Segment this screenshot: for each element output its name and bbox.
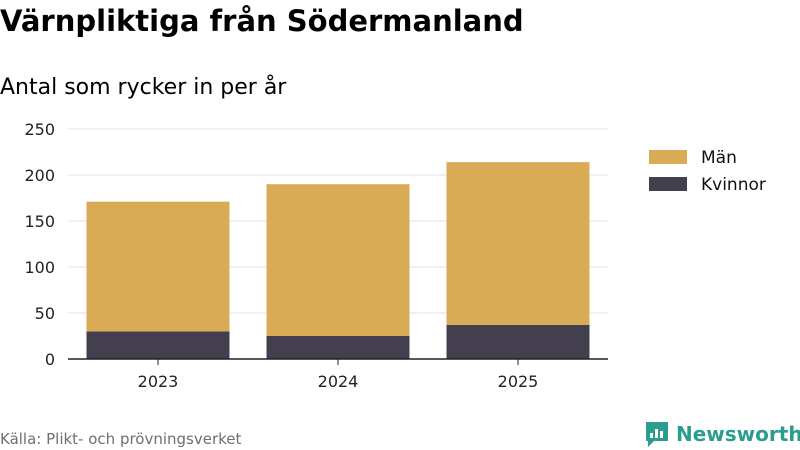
- y-tick-label: 200: [24, 166, 55, 185]
- chart-subtitle: Antal som rycker in per år: [0, 75, 287, 100]
- y-tick-label: 150: [24, 212, 55, 231]
- brand-logo[interactable]: Newsworthy: [644, 420, 800, 448]
- x-tick-label: 2025: [498, 372, 539, 391]
- y-tick-label: 50: [35, 304, 55, 323]
- bar-kvinnor-2023: [86, 331, 230, 359]
- newsworthy-logo-icon: [646, 422, 668, 447]
- y-tick-label: 250: [24, 120, 55, 139]
- brand-name: Newsworthy: [676, 422, 800, 446]
- bar-man-2025: [446, 162, 590, 325]
- legend-label: Män: [701, 148, 737, 168]
- bar-kvinnor-2024: [266, 336, 410, 359]
- y-tick-label: 0: [45, 350, 55, 369]
- bar-kvinnor-2025: [446, 324, 590, 359]
- legend-swatch: [649, 150, 687, 164]
- bar-man-2024: [266, 184, 410, 336]
- source-note: Källa: Plikt- och prövningsverket: [0, 430, 242, 448]
- legend-label: Kvinnor: [701, 175, 766, 195]
- x-tick-label: 2023: [138, 372, 179, 391]
- bar-man-2023: [86, 201, 230, 332]
- x-tick-label: 2024: [318, 372, 359, 391]
- legend-swatch: [649, 177, 687, 191]
- chart-title: Värnpliktiga från Södermanland: [0, 4, 524, 38]
- y-tick-label: 100: [24, 258, 55, 277]
